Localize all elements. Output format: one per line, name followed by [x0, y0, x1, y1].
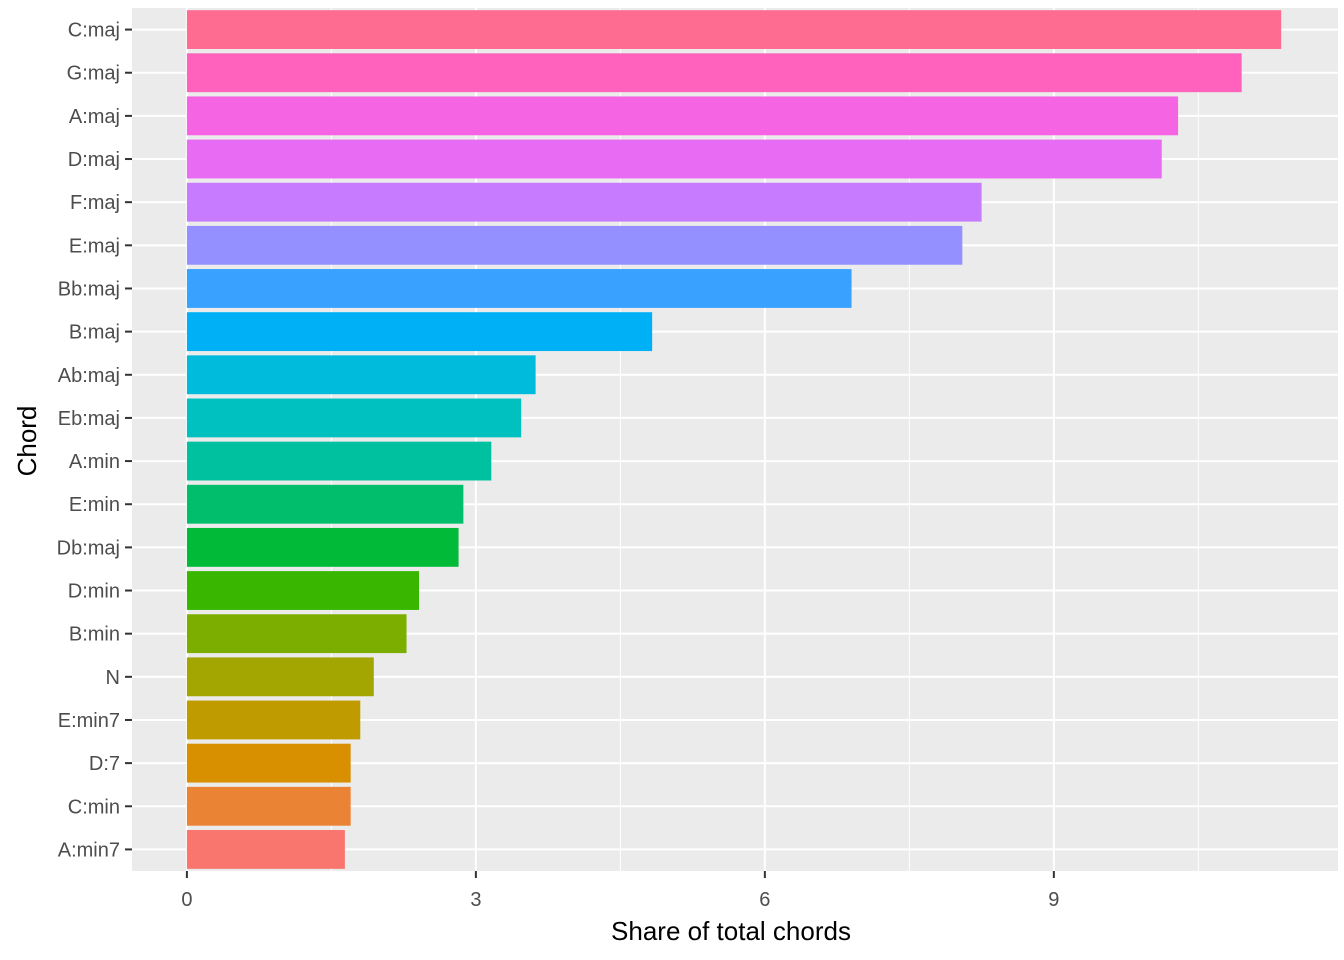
bar-f-maj [186, 182, 982, 222]
bar-bb-maj [186, 269, 852, 308]
bar-b-maj [186, 312, 653, 352]
bar-d-7 [186, 743, 351, 783]
y-tick-label: E:maj [69, 235, 120, 257]
bar-eb-maj [186, 398, 522, 438]
y-tick-label: G:maj [67, 63, 120, 85]
bar-g-maj [186, 53, 1242, 93]
y-tick-label: D:min [68, 581, 120, 603]
y-tick-label: C:maj [68, 20, 120, 42]
bar-e-min [186, 484, 464, 524]
x-axis: 0 3 6 9 [181, 871, 1059, 911]
y-tick-label: F:maj [70, 192, 120, 214]
bar-d-min [186, 571, 420, 610]
y-tick-label: A:min [69, 451, 120, 473]
y-tick-label: N [106, 667, 120, 689]
x-tick-label: 0 [181, 889, 192, 911]
y-tick-label: C:min [68, 796, 120, 818]
y-tick-label: A:maj [69, 106, 120, 128]
bar-e-min7 [186, 700, 361, 740]
bar-e-maj [186, 225, 963, 265]
bar-c-maj [186, 10, 1282, 49]
bar-c-min [186, 786, 351, 826]
y-tick-label: Eb:maj [58, 408, 120, 430]
y-tick-label: E:min7 [58, 710, 120, 732]
y-tick-label: A:min7 [58, 839, 120, 861]
bar-d-maj [186, 139, 1162, 179]
y-tick-label: Ab:maj [58, 365, 120, 387]
y-tick-label: Bb:maj [58, 278, 120, 300]
y-tick-label: Db:maj [57, 537, 120, 559]
plot-panel [132, 8, 1338, 871]
bars [186, 10, 1282, 869]
y-axis-title: Chord [12, 406, 42, 477]
bar-a-min [186, 441, 492, 481]
y-tick-label: E:min [69, 494, 120, 516]
bar-a-maj [186, 96, 1179, 136]
y-tick-label: D:maj [68, 149, 120, 171]
bar-ab-maj [186, 355, 536, 395]
y-axis: C:maj G:maj A:maj D:maj F:maj E:maj Bb:maj B:ma… [57, 20, 132, 861]
bar-db-maj [186, 527, 459, 567]
x-tick-label: 3 [470, 889, 481, 911]
x-tick-label: 6 [759, 889, 770, 911]
y-tick-label: D:7 [89, 753, 120, 775]
y-tick-label: B:min [69, 624, 120, 646]
bar-a-min7 [186, 830, 345, 869]
bar-n [186, 657, 374, 697]
bar-b-min [186, 614, 407, 654]
x-tick-label: 9 [1048, 889, 1059, 911]
y-tick-label: B:maj [69, 322, 120, 344]
x-axis-title: Share of total chords [611, 916, 851, 946]
